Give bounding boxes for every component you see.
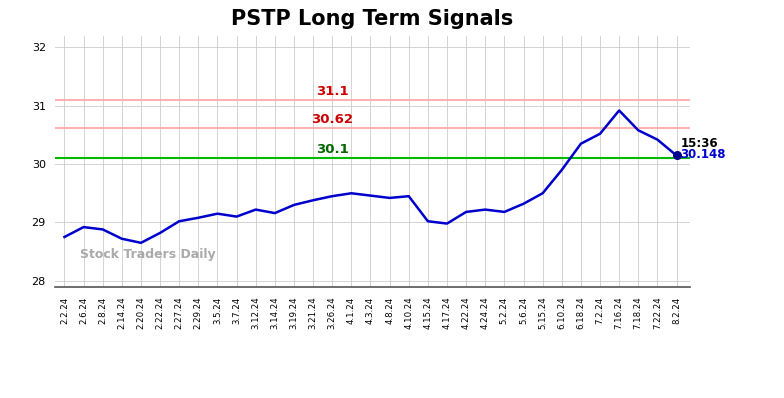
Text: 30.62: 30.62 xyxy=(311,113,354,126)
Text: 30.148: 30.148 xyxy=(681,148,726,161)
Text: 31.1: 31.1 xyxy=(316,85,349,98)
Text: 30.1: 30.1 xyxy=(316,143,349,156)
Point xyxy=(670,152,683,159)
Text: 15:36: 15:36 xyxy=(681,137,718,150)
Title: PSTP Long Term Signals: PSTP Long Term Signals xyxy=(231,9,514,29)
Text: Stock Traders Daily: Stock Traders Daily xyxy=(80,248,216,261)
